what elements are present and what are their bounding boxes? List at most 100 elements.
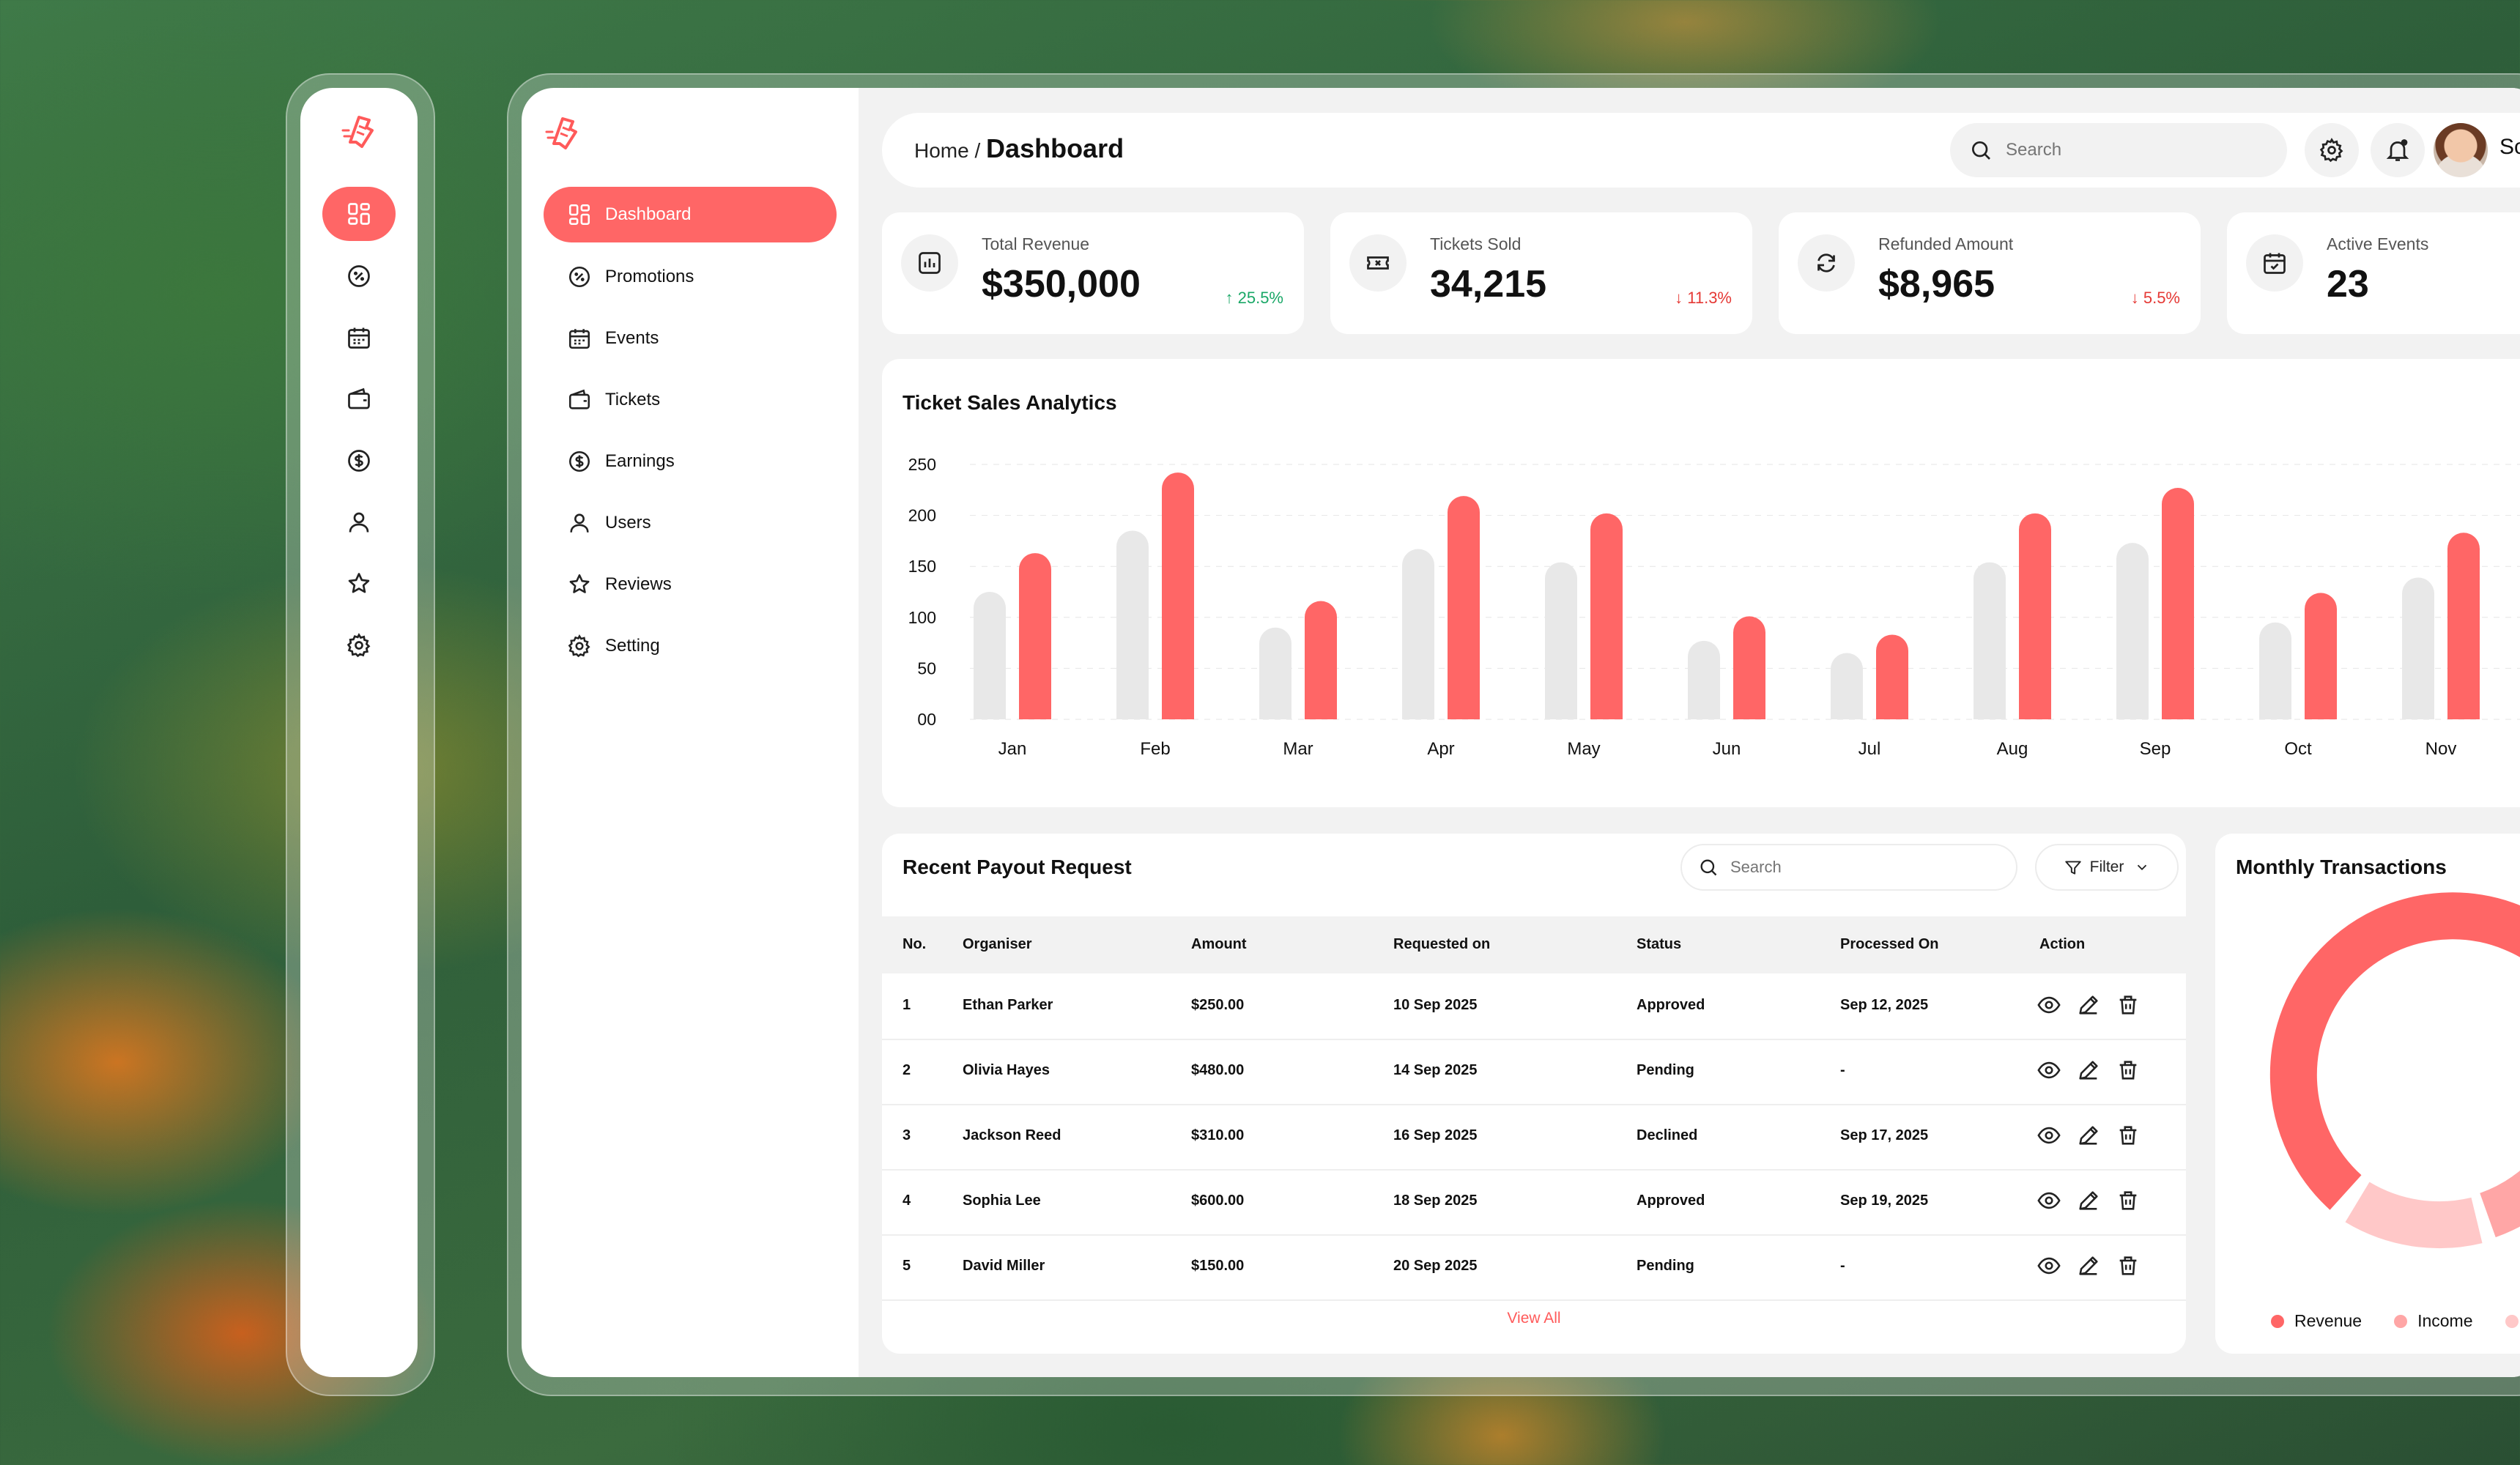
row-actions <box>2037 1058 2141 1083</box>
rail-events[interactable] <box>322 311 396 365</box>
bar-jan-series-2[interactable] <box>1019 553 1051 719</box>
refresh-icon <box>1817 253 1835 272</box>
sidebar-item-label: Promotions <box>605 267 694 286</box>
bar-feb-series-2[interactable] <box>1162 472 1194 719</box>
trash-icon[interactable] <box>2116 1058 2141 1083</box>
bar-jul-series-1[interactable] <box>1831 653 1863 719</box>
x-tick-label: Nov <box>2426 739 2457 759</box>
table-cell: Sep 19, 2025 <box>1840 1193 1929 1209</box>
stat-label: Active Events <box>2327 234 2429 253</box>
table-cell: Approved <box>1637 997 1705 1013</box>
bar-oct-series-2[interactable] <box>2305 593 2337 719</box>
bar-sep-series-1[interactable] <box>2116 543 2149 719</box>
filter-button[interactable]: Filter <box>2035 844 2179 891</box>
sidebar-item-users[interactable]: Users <box>544 495 837 551</box>
bar-chart-icon <box>919 252 941 274</box>
row-actions <box>2037 1188 2141 1213</box>
bar-aug-series-2[interactable] <box>2019 513 2051 719</box>
bar-jun-series-2[interactable] <box>1733 616 1765 719</box>
dollar-icon <box>348 450 370 472</box>
pencil-icon[interactable] <box>2076 1253 2101 1278</box>
sidebar-item-events[interactable]: Events <box>544 311 837 366</box>
breadcrumb-home[interactable]: Home <box>914 139 969 162</box>
eye-icon[interactable] <box>2037 993 2061 1017</box>
sidebar-item-label: Earnings <box>605 451 675 471</box>
sidebar-item-earnings[interactable]: Earnings <box>544 434 837 489</box>
bar-nov-series-1[interactable] <box>2402 577 2434 719</box>
table-cell: Pending <box>1637 1062 1694 1078</box>
table-cell: $310.00 <box>1191 1127 1245 1143</box>
rail-tickets[interactable] <box>322 372 396 426</box>
bar-apr-series-1[interactable] <box>1402 549 1434 719</box>
wallet-icon <box>348 387 370 409</box>
notifications-button[interactable] <box>2371 123 2425 177</box>
global-search[interactable] <box>1950 123 2287 177</box>
bar-base <box>1116 703 1149 719</box>
y-tick-label: 100 <box>908 608 936 627</box>
rail-reviews[interactable] <box>322 557 396 611</box>
rail-earnings[interactable] <box>322 434 396 488</box>
bar-jun-series-1[interactable] <box>1688 640 1720 719</box>
star-icon <box>348 573 370 593</box>
search-input[interactable] <box>2004 139 2271 161</box>
ticket-sales-chart-card: Ticket Sales Analytics 00 50 100 150 200 250 J… <box>882 359 2520 807</box>
rail-setting[interactable] <box>322 618 396 672</box>
avatar[interactable] <box>2434 123 2488 177</box>
sidebar-item-tickets[interactable]: Tickets <box>544 372 837 428</box>
rail-users[interactable] <box>322 495 396 549</box>
payout-search[interactable] <box>1680 844 2017 891</box>
bar-aug-series-1[interactable] <box>1974 562 2006 719</box>
bar-base <box>1545 703 1577 719</box>
bar-apr-series-2[interactable] <box>1448 496 1480 719</box>
pencil-icon[interactable] <box>2076 1188 2101 1213</box>
eye-icon[interactable] <box>2037 1188 2061 1213</box>
sidebar-item-setting[interactable]: Setting <box>544 618 837 674</box>
bar-mar-series-2[interactable] <box>1305 601 1337 719</box>
bar-feb-series-1[interactable] <box>1116 530 1149 719</box>
eye-icon[interactable] <box>2037 1253 2061 1278</box>
legend-label: Revenue <box>2294 1311 2362 1330</box>
eye-icon[interactable] <box>2037 1058 2061 1083</box>
legend-item-partial <box>2505 1314 2520 1328</box>
sidebar-item-label: Tickets <box>605 390 661 409</box>
bar-mar-series-1[interactable] <box>1259 627 1292 719</box>
bar-base <box>1688 703 1720 719</box>
ticket-logo-icon[interactable] <box>337 108 381 152</box>
bar-may-series-2[interactable] <box>1590 513 1623 719</box>
rail-dashboard[interactable] <box>322 187 396 241</box>
x-tick-label: Jun <box>1713 739 1741 759</box>
pencil-icon[interactable] <box>2076 993 2101 1017</box>
bar-base <box>2019 703 2051 719</box>
bar-may-series-1[interactable] <box>1545 562 1577 719</box>
grid-icon <box>568 204 590 226</box>
bar-sep-series-2[interactable] <box>2162 488 2194 719</box>
eye-icon[interactable] <box>2037 1123 2061 1148</box>
bar-jan-series-1[interactable] <box>974 592 1006 719</box>
trash-icon[interactable] <box>2116 1123 2141 1148</box>
donut-segment-other <box>2479 1170 2520 1238</box>
pencil-icon[interactable] <box>2076 1123 2101 1148</box>
ticket-logo-icon[interactable] <box>541 110 585 154</box>
user-name[interactable]: Sc <box>2499 135 2520 159</box>
bar-jul-series-2[interactable] <box>1876 634 1908 719</box>
rail-promotions[interactable] <box>322 249 396 303</box>
sidebar-item-dashboard[interactable]: Dashboard <box>544 187 837 242</box>
payout-table-title: Recent Payout Request <box>903 856 1132 878</box>
settings-button[interactable] <box>2305 123 2359 177</box>
trash-icon[interactable] <box>2116 1253 2141 1278</box>
stat-change-value: 11.3% <box>1687 289 1732 307</box>
sidebar-item-promotions[interactable]: Promotions <box>544 249 837 305</box>
view-all-link[interactable]: View All <box>1507 1310 1561 1327</box>
payout-search-input[interactable] <box>1729 857 2010 878</box>
trash-icon[interactable] <box>2116 1188 2141 1213</box>
pencil-icon[interactable] <box>2076 1058 2101 1083</box>
legend-item-revenue: Revenue <box>2271 1311 2362 1331</box>
table-cell: Sep 12, 2025 <box>1840 997 1929 1013</box>
stat-change-value: 25.5% <box>1237 289 1283 307</box>
icon-rail <box>300 88 418 1377</box>
bar-oct-series-1[interactable] <box>2259 622 2291 719</box>
table-cell: 1 <box>903 997 911 1013</box>
bar-nov-series-2[interactable] <box>2447 533 2480 719</box>
trash-icon[interactable] <box>2116 993 2141 1017</box>
sidebar-item-reviews[interactable]: Reviews <box>544 557 837 612</box>
